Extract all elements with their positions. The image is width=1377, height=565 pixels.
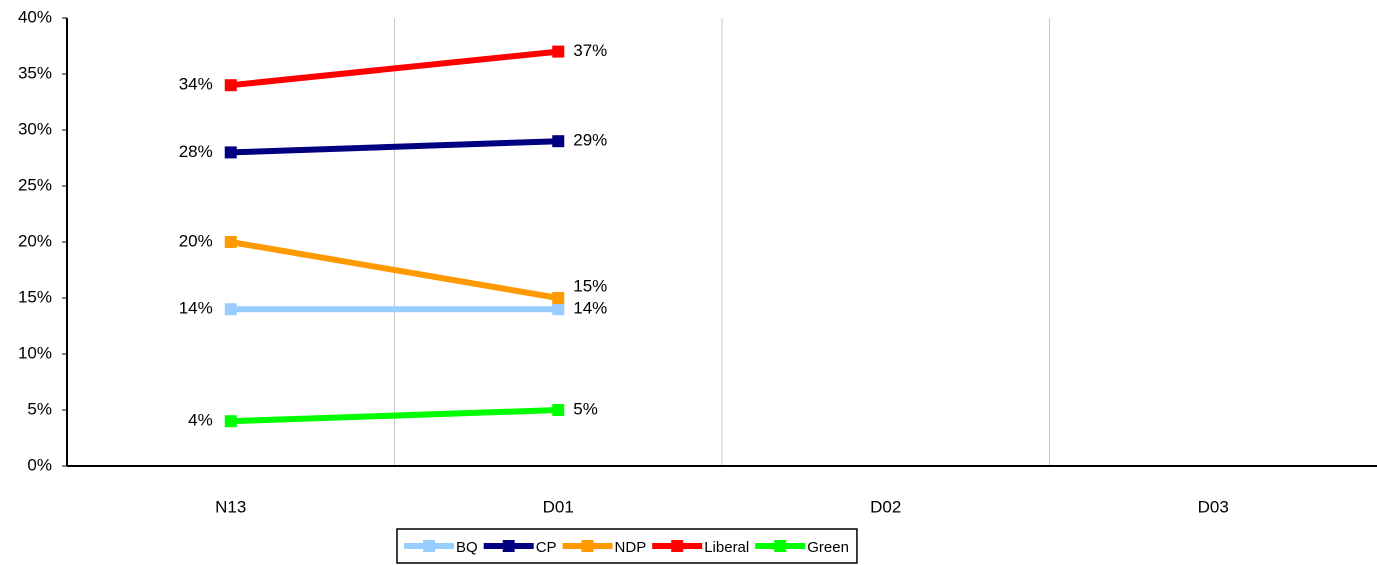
x-tick-label: D02 <box>870 497 901 516</box>
data-label: 4% <box>188 411 213 430</box>
point-marker <box>552 303 565 316</box>
legend-marker <box>502 540 515 552</box>
legend-label: NDP <box>615 539 647 556</box>
data-label: 5% <box>573 399 598 418</box>
legend: BQ CP NDP Liberal Green <box>396 528 858 564</box>
data-label: 28% <box>179 142 213 161</box>
point-marker <box>224 236 237 248</box>
data-label: 15% <box>573 277 607 296</box>
point-marker <box>552 135 565 148</box>
y-tick-label: 25% <box>18 175 52 194</box>
y-tick-label: 15% <box>18 287 52 306</box>
legend-marker <box>423 540 435 552</box>
y-tick-label: 5% <box>27 399 52 418</box>
point-marker <box>552 404 565 416</box>
y-tick-label: 30% <box>18 119 52 138</box>
data-label: 20% <box>179 231 213 250</box>
point-marker <box>224 146 237 159</box>
series-line <box>230 239 559 301</box>
series-line <box>230 138 559 156</box>
point-marker <box>224 79 237 92</box>
y-tick-label: 20% <box>18 231 52 250</box>
legend-label: Green <box>807 539 849 556</box>
data-label: 37% <box>573 41 607 60</box>
x-tick-label: N13 <box>215 497 246 516</box>
legend-marker <box>671 540 684 552</box>
legend-label: Liberal <box>704 539 749 556</box>
point-marker <box>552 292 565 304</box>
legend-label: CP <box>536 539 557 556</box>
series-line <box>230 407 559 425</box>
y-tick-label: 40% <box>18 7 52 26</box>
data-label: 14% <box>573 299 607 318</box>
legend-marker <box>774 540 787 552</box>
legend-label: BQ <box>456 539 478 556</box>
x-tick-label: D01 <box>543 497 574 516</box>
legend-marker <box>581 540 594 552</box>
y-tick-label: 0% <box>27 455 52 474</box>
point-marker <box>552 45 565 58</box>
data-label: 34% <box>179 75 213 94</box>
y-tick-label: 35% <box>18 63 52 82</box>
data-label: 14% <box>179 299 213 318</box>
point-marker <box>224 303 237 316</box>
x-tick-label: D03 <box>1198 497 1229 516</box>
y-tick-label: 10% <box>18 343 52 362</box>
data-label: 29% <box>573 131 607 150</box>
series-line <box>230 48 559 89</box>
point-marker <box>224 415 237 428</box>
